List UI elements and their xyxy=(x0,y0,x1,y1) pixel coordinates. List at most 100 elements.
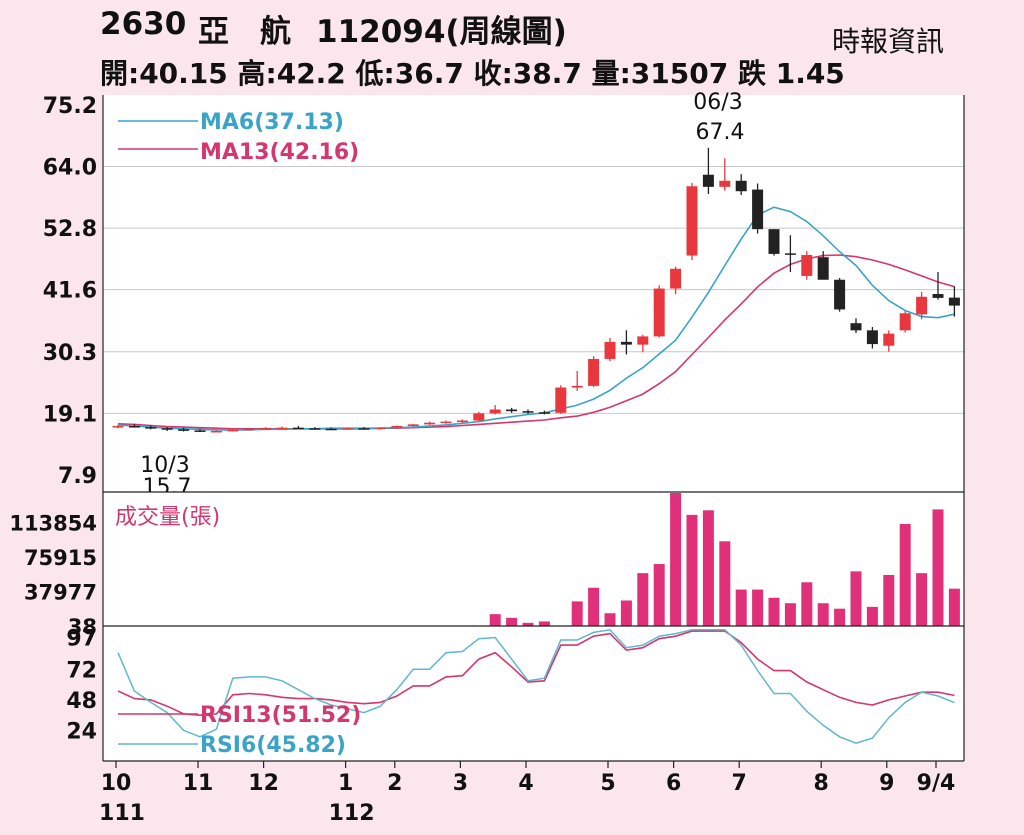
candle-body xyxy=(276,427,288,430)
candle xyxy=(866,327,878,349)
rsi-tick-label: 97 xyxy=(66,626,97,651)
candle-body xyxy=(358,428,370,430)
candle-body xyxy=(243,428,255,431)
volume-bar xyxy=(489,614,501,626)
rsi13-line xyxy=(117,630,955,717)
candle xyxy=(604,338,616,362)
candle xyxy=(555,385,567,414)
volume-bar xyxy=(899,523,911,626)
candle xyxy=(538,410,550,415)
volume-bar xyxy=(932,509,944,626)
month-label: 4 xyxy=(518,771,533,796)
month-label: 9 xyxy=(879,771,894,796)
volume-bar xyxy=(637,573,649,626)
volume-bar xyxy=(883,574,895,626)
candle-body xyxy=(948,297,960,306)
candle xyxy=(948,286,960,317)
candle-body xyxy=(489,409,501,414)
candle xyxy=(489,405,501,415)
volume-bar xyxy=(768,597,780,626)
candle-body xyxy=(522,411,534,413)
candle xyxy=(702,147,714,194)
candle-body xyxy=(932,294,944,298)
candle-body xyxy=(538,412,550,414)
candle xyxy=(276,426,288,430)
candle xyxy=(128,423,140,428)
candle-body xyxy=(456,420,468,423)
candle xyxy=(506,407,518,413)
month-label: 7 xyxy=(732,771,747,796)
candle xyxy=(735,174,747,196)
month-label: 8 xyxy=(814,771,829,796)
candle-body xyxy=(916,296,928,315)
candle-body xyxy=(686,186,698,256)
candle-body xyxy=(702,174,714,187)
candle xyxy=(850,318,862,334)
candle xyxy=(194,429,206,433)
candle xyxy=(883,330,895,352)
volume-tick-label: 75915 xyxy=(24,546,97,570)
high-date-annotation: 06/3 xyxy=(693,90,742,115)
rsi-tick-label: 48 xyxy=(66,689,97,714)
candle-body xyxy=(178,429,190,431)
candle-body xyxy=(834,279,846,310)
candle-body xyxy=(440,421,452,424)
price-tick-label: 7.9 xyxy=(58,464,97,489)
candle-body xyxy=(653,288,665,337)
rsi6-line xyxy=(117,628,955,744)
candle-body xyxy=(883,333,895,346)
candle-body xyxy=(292,427,304,430)
candle xyxy=(358,427,370,430)
candle-body xyxy=(866,330,878,345)
volume-bar xyxy=(948,588,960,626)
candle xyxy=(620,330,632,355)
volume-bar xyxy=(752,589,764,626)
candle xyxy=(391,425,403,429)
candle-body xyxy=(719,180,731,187)
candle-body xyxy=(391,426,403,428)
ma13-legend: MA13(42.16) xyxy=(200,140,359,165)
volume-bar xyxy=(735,589,747,626)
volume-bars xyxy=(456,493,960,626)
year-label: 112 xyxy=(329,801,375,826)
month-label: 2 xyxy=(387,771,402,796)
stock-name: 亞 航 xyxy=(198,14,291,50)
rsi6-path xyxy=(117,628,955,744)
rsi13-path xyxy=(117,630,955,717)
volume-bar xyxy=(719,541,731,626)
candle xyxy=(916,291,928,320)
candle xyxy=(817,251,829,280)
ma6-legend: MA6(37.13) xyxy=(200,110,344,135)
candle xyxy=(227,429,239,432)
price-tick-label: 19.1 xyxy=(43,402,97,427)
candle-body xyxy=(768,229,780,254)
price-tick-label: 30.3 xyxy=(43,341,97,366)
candle-body xyxy=(309,428,321,430)
volume-bar xyxy=(801,582,813,626)
candlesticks xyxy=(112,147,960,433)
volume-legend: 成交量(張) xyxy=(115,505,220,530)
candle xyxy=(112,424,124,429)
candle-body xyxy=(260,428,272,430)
volume-tick-label: 38 xyxy=(68,615,97,639)
candle-body xyxy=(604,341,616,359)
month-label: 6 xyxy=(666,771,681,796)
price-axis: 75.2 64.0 52.8 41.6 30.3 19.1 7.9 xyxy=(43,94,97,489)
volume-bar xyxy=(834,608,846,626)
candle xyxy=(670,266,682,295)
volume-bar xyxy=(916,573,928,626)
volume-bar xyxy=(571,601,583,626)
volume-tick-label: 113854 xyxy=(9,511,97,535)
candle xyxy=(932,272,944,300)
month-label: 1 xyxy=(338,771,353,796)
month-label: 5 xyxy=(600,771,615,796)
candle-body xyxy=(145,427,157,429)
source-label: 時報資訊 xyxy=(832,25,945,58)
candle xyxy=(440,420,452,424)
price-tick-label: 41.6 xyxy=(43,279,97,304)
rsi-tick-label: 72 xyxy=(66,658,97,683)
chart-period-label: 112094(周線圖) xyxy=(316,14,567,50)
candle-body xyxy=(735,180,747,192)
volume-panel xyxy=(103,492,964,626)
ohlc-summary: 開:40.15 高:42.2 低:36.7 收:38.7 量:31507 跌 1… xyxy=(100,57,845,90)
